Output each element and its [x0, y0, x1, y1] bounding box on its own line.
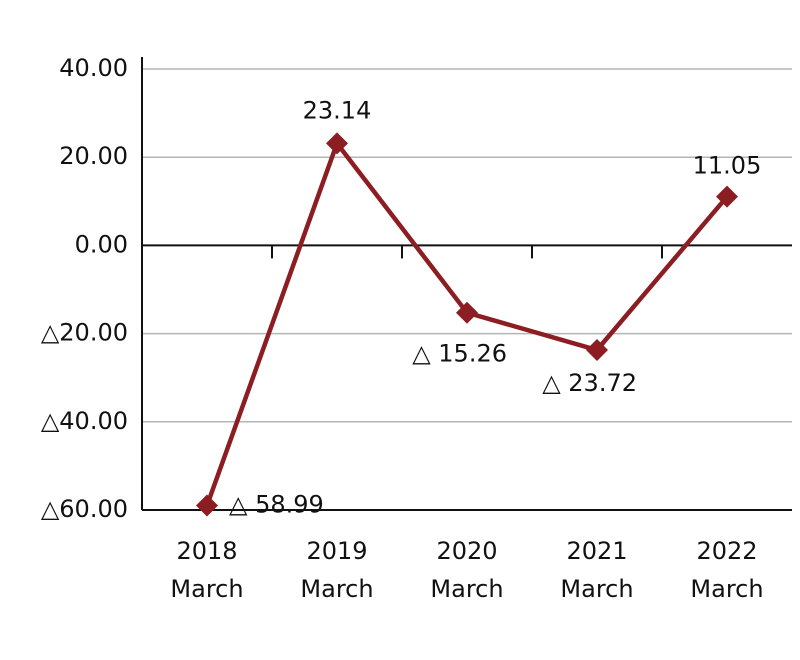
- data-label: △ 23.72: [542, 369, 637, 397]
- data-label: △ 15.26: [412, 340, 507, 368]
- marker: [586, 339, 608, 362]
- y-tick-label: △40.00: [41, 407, 128, 435]
- x-tick-label-line: 2022: [696, 537, 757, 565]
- x-tick-label: 2021 March: [560, 537, 633, 603]
- data-label: 23.14: [303, 96, 372, 124]
- data-label: 11.05: [693, 152, 762, 180]
- x-tick-label-line: March: [430, 575, 503, 603]
- marker: [326, 132, 348, 155]
- x-tick-label-line: 2019: [306, 537, 367, 565]
- x-tick-label-line: 2018: [176, 537, 237, 565]
- line: [204, 138, 729, 507]
- y-tick-label: △20.00: [41, 319, 128, 347]
- x-tick-label-line: March: [170, 575, 243, 603]
- x-tick-label: 2019 March: [300, 537, 373, 603]
- y-tick-label: 0.00: [75, 230, 128, 258]
- y-tick-label: 40.00: [59, 54, 128, 82]
- x-tick-label-line: March: [560, 575, 633, 603]
- x-tick-label-line: March: [300, 575, 373, 603]
- x-tick-label-line: 2020: [436, 537, 497, 565]
- data-label: △ 58.99: [229, 491, 324, 519]
- marker: [456, 301, 478, 324]
- x-tick-label: 2022 March: [690, 537, 763, 603]
- y-tick-label: △60.00: [41, 495, 128, 523]
- y-tick-label: 20.00: [59, 142, 128, 170]
- x-tick-label: 2020 March: [430, 537, 503, 603]
- x-tick-label-line: March: [690, 575, 763, 603]
- marker: [196, 494, 218, 517]
- marker: [716, 185, 738, 208]
- x-tick-label: 2018 March: [170, 537, 243, 603]
- x-tick-label-line: 2021: [566, 537, 627, 565]
